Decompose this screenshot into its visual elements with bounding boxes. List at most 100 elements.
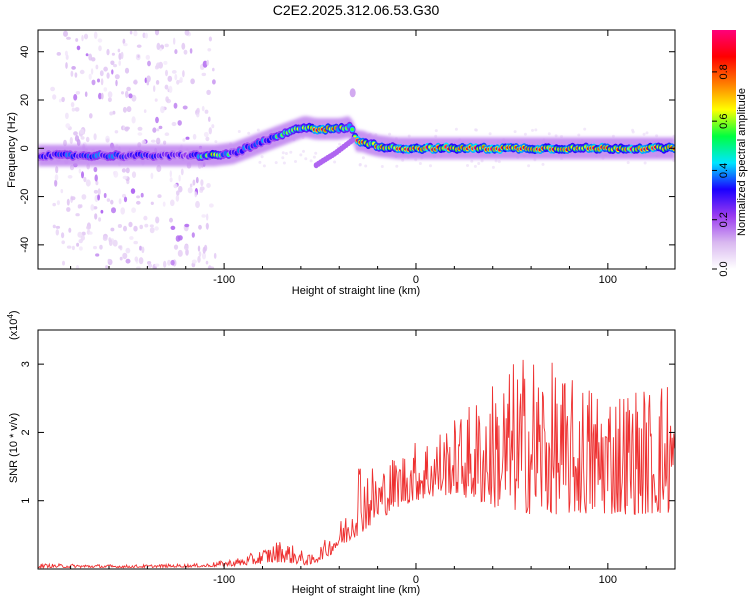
scatter-point: [76, 45, 81, 51]
scatter-point: [202, 252, 206, 260]
scatter-point: [189, 48, 193, 54]
scatter-point: [120, 51, 124, 60]
colorbar-label: Normalized spectral amplitude: [736, 88, 748, 236]
spectrogram-y-ticks: -40 -20 0 20 40: [19, 46, 675, 253]
scatter-point: [65, 123, 71, 129]
scatter-point: [212, 67, 215, 72]
scatter-point: [88, 73, 92, 80]
y-tick-label: 2: [20, 429, 32, 435]
scatter-point: [158, 125, 163, 130]
spectrogram-frame: [37, 29, 676, 270]
scatter-point: [494, 159, 498, 163]
scatter-point: [180, 168, 184, 176]
scatter-point: [146, 75, 151, 83]
scatter-point: [164, 132, 170, 136]
scatter-point: [302, 149, 305, 153]
scatter-point: [133, 80, 138, 85]
scatter-point: [162, 201, 166, 207]
scatter-point: [90, 68, 94, 75]
x-tick-label: 0: [413, 274, 419, 286]
scatter-point: [125, 258, 131, 264]
scatter-point: [175, 194, 180, 202]
scatter-point: [80, 235, 86, 241]
scatter-point: [123, 43, 128, 47]
scatter-point: [258, 160, 262, 164]
scatter-point: [107, 97, 112, 103]
scatter-point: [169, 177, 173, 183]
scatter-point: [67, 175, 73, 179]
scatter-point: [95, 64, 99, 70]
scatter-point: [70, 70, 74, 77]
scatter-point: [78, 168, 82, 174]
scatter-point: [130, 188, 136, 194]
scatter-point: [89, 113, 93, 119]
scatter-point: [58, 98, 62, 103]
scatter-point: [74, 107, 80, 112]
scatter-point: [129, 30, 133, 35]
scatter-point: [100, 92, 104, 100]
scatter-point: [66, 36, 71, 40]
scatter-point: [173, 244, 179, 250]
scatter-point: [209, 203, 214, 208]
scatter-point: [247, 131, 251, 135]
scatter-point: [154, 98, 158, 102]
scatter-point: [55, 229, 59, 236]
scatter-point: [119, 256, 123, 261]
scatter-point: [126, 86, 131, 92]
scatter-point: [174, 73, 178, 81]
scatter-point: [314, 151, 318, 155]
scatter-point: [200, 179, 204, 187]
scatter-point: [141, 246, 145, 254]
scatter-point: [66, 198, 70, 206]
scatter-point: [208, 127, 212, 135]
scatter-point: [407, 134, 411, 138]
scatter-point: [497, 160, 501, 164]
scatter-point: [131, 94, 137, 102]
scatter-point: [75, 265, 80, 269]
scatter-point: [81, 194, 87, 200]
scatter-point: [207, 48, 212, 52]
scatter-point: [114, 74, 120, 80]
scatter-point: [147, 263, 153, 268]
scatter-point: [156, 42, 161, 51]
scatter-point: [97, 194, 100, 201]
scatter-point: [191, 259, 197, 264]
scatter-point: [110, 60, 115, 66]
scatter-point: [131, 207, 137, 213]
scatter-point: [168, 85, 173, 93]
colorbar: 0.0 0.2 0.4 0.6 0.8 Normalized spectral ampl…: [712, 30, 748, 277]
scatter-point: [122, 175, 128, 180]
colorbar-tick-label: 0.8: [718, 64, 730, 79]
scatter-point: [198, 251, 202, 257]
scatter-point: [202, 246, 206, 254]
scatter-point: [165, 96, 169, 103]
x-tick-label: -100: [213, 274, 235, 286]
scatter-point: [534, 128, 538, 132]
scatter-point: [209, 266, 215, 269]
scatter-point: [167, 75, 173, 82]
scatter-point: [201, 105, 205, 112]
scatter-point: [185, 248, 189, 256]
scatter-point: [69, 137, 73, 144]
snr-frame: [37, 329, 676, 570]
snr-x-ticks: -100 0 100: [70, 330, 647, 586]
scatter-point: [289, 150, 293, 154]
scatter-point: [523, 132, 527, 136]
scatter-point: [79, 128, 85, 135]
scatter-point: [202, 60, 208, 68]
scatter-point: [125, 247, 131, 254]
scatter-point: [83, 176, 87, 183]
scatter-point: [174, 49, 178, 55]
scatter-point: [184, 223, 190, 228]
scatter-point: [90, 204, 95, 211]
scatter-point: [143, 109, 147, 113]
scatter-point: [205, 260, 209, 265]
scatter-point: [65, 112, 69, 120]
scatter-point: [145, 54, 150, 60]
scatter-point: [160, 106, 165, 114]
scatter-point: [105, 265, 109, 269]
scatter-point: [93, 189, 98, 194]
scatter-point: [124, 67, 130, 74]
scatter-point: [114, 130, 119, 134]
scatter-point: [147, 60, 151, 67]
